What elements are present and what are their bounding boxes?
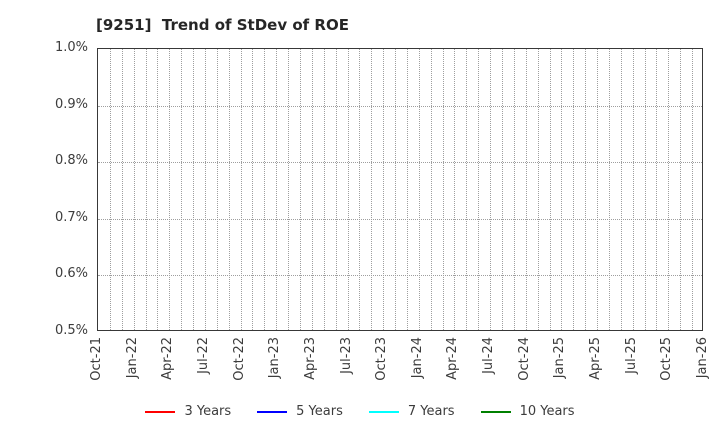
gridline-vertical bbox=[597, 49, 599, 330]
gridline-vertical bbox=[109, 49, 111, 330]
chart-title: [9251] Trend of StDev of ROE bbox=[96, 16, 349, 34]
gridline-vertical bbox=[466, 49, 468, 330]
gridline-vertical bbox=[383, 49, 385, 330]
gridline-vertical bbox=[276, 49, 278, 330]
gridline-vertical bbox=[680, 49, 682, 330]
gridline-vertical bbox=[561, 49, 563, 330]
gridline-horizontal bbox=[98, 218, 702, 220]
gridline-vertical bbox=[525, 49, 527, 330]
gridline-vertical bbox=[264, 49, 266, 330]
legend-item-3-years: 3 Years bbox=[145, 403, 231, 421]
x-tick-label: Jan-22 bbox=[124, 337, 140, 379]
x-tick-label: Jan-23 bbox=[267, 337, 283, 379]
gridline-vertical bbox=[454, 49, 456, 330]
y-tick-label: 1.0% bbox=[54, 40, 88, 55]
gridline-vertical bbox=[573, 49, 575, 330]
gridline-vertical bbox=[240, 49, 242, 330]
gridline-vertical bbox=[204, 49, 206, 330]
x-tick-label: Jul-22 bbox=[195, 337, 211, 374]
gridline-vertical bbox=[145, 49, 147, 330]
x-tick-label: Oct-24 bbox=[516, 337, 532, 381]
x-tick-label: Oct-23 bbox=[374, 337, 390, 381]
legend-item-10-years: 10 Years bbox=[480, 403, 575, 421]
gridline-vertical bbox=[157, 49, 159, 330]
x-tick-label: Jul-25 bbox=[623, 337, 639, 374]
legend-line-swatch bbox=[257, 410, 288, 414]
x-tick-label: Jan-25 bbox=[552, 337, 568, 379]
gridline-vertical bbox=[406, 49, 408, 330]
y-tick-label: 0.9% bbox=[54, 96, 88, 112]
legend-label: 7 Years bbox=[407, 404, 455, 419]
legend-line-swatch bbox=[368, 410, 399, 414]
plot-area bbox=[97, 48, 703, 331]
gridline-vertical bbox=[371, 49, 373, 330]
gridline-vertical bbox=[644, 49, 646, 330]
x-tick-label: Jan-24 bbox=[409, 337, 425, 379]
legend-label: 5 Years bbox=[296, 404, 343, 419]
gridline-vertical bbox=[478, 49, 480, 330]
gridline-vertical bbox=[193, 49, 195, 330]
gridline-vertical bbox=[656, 49, 658, 330]
gridline-vertical bbox=[121, 49, 123, 330]
legend-label: 10 Years bbox=[519, 404, 575, 419]
gridline-vertical bbox=[288, 49, 290, 330]
y-tick-label: 0.6% bbox=[54, 266, 88, 282]
gridline-vertical bbox=[490, 49, 492, 330]
legend-item-5-years: 5 Years bbox=[257, 403, 343, 421]
gridline-vertical bbox=[537, 49, 539, 330]
gridline-vertical bbox=[395, 49, 397, 330]
gridline-vertical bbox=[300, 49, 301, 330]
x-tick-label: Oct-25 bbox=[659, 337, 675, 381]
x-tick-label: Apr-25 bbox=[588, 337, 604, 380]
gridline-vertical bbox=[347, 49, 349, 330]
gridline-vertical bbox=[359, 49, 361, 330]
x-tick-label: Oct-21 bbox=[89, 337, 104, 381]
x-tick-label: Jul-24 bbox=[481, 337, 497, 374]
y-tick-label: 0.8% bbox=[54, 153, 88, 169]
x-tick-label: Apr-23 bbox=[302, 337, 318, 380]
gridline-vertical bbox=[323, 49, 325, 330]
gridline-vertical bbox=[442, 49, 444, 330]
gridline-vertical bbox=[228, 49, 230, 330]
gridline-vertical bbox=[620, 49, 622, 330]
gridline-vertical bbox=[502, 49, 503, 330]
legend-line-swatch bbox=[480, 410, 511, 414]
y-tick-label: 0.7% bbox=[54, 209, 88, 225]
gridline-vertical bbox=[430, 49, 432, 330]
gridline-vertical bbox=[632, 49, 634, 330]
gridline-vertical bbox=[418, 49, 420, 330]
gridline-vertical bbox=[692, 49, 694, 330]
gridline-horizontal bbox=[98, 105, 702, 107]
legend-label: 3 Years bbox=[184, 404, 232, 419]
x-tick-label: Jul-23 bbox=[338, 337, 354, 374]
gridline-vertical bbox=[335, 49, 337, 330]
gridline-vertical bbox=[585, 49, 587, 330]
x-tick-label: Oct-22 bbox=[231, 337, 247, 381]
gridline-vertical bbox=[133, 49, 135, 330]
x-tick-label: Apr-22 bbox=[160, 337, 176, 380]
gridline-vertical bbox=[549, 49, 551, 330]
x-tick-label: Apr-24 bbox=[445, 337, 461, 380]
gridline-horizontal bbox=[98, 275, 702, 277]
x-tick-label: Jan-26 bbox=[695, 337, 710, 379]
gridline-vertical bbox=[608, 49, 610, 330]
legend-line-swatch bbox=[145, 410, 176, 414]
gridline-vertical bbox=[181, 49, 183, 330]
legend-item-7-years: 7 Years bbox=[368, 403, 455, 421]
gridline-horizontal bbox=[98, 162, 702, 164]
gridline-vertical bbox=[252, 49, 254, 330]
legend: 3 Years 5 Years 7 Years 10 Years bbox=[0, 403, 720, 421]
gridline-vertical bbox=[513, 49, 515, 330]
gridline-vertical bbox=[169, 49, 171, 330]
gridline-vertical bbox=[311, 49, 313, 330]
gridline-vertical bbox=[668, 49, 670, 330]
y-tick-label: 0.5% bbox=[54, 323, 88, 338]
gridline-vertical bbox=[216, 49, 218, 330]
